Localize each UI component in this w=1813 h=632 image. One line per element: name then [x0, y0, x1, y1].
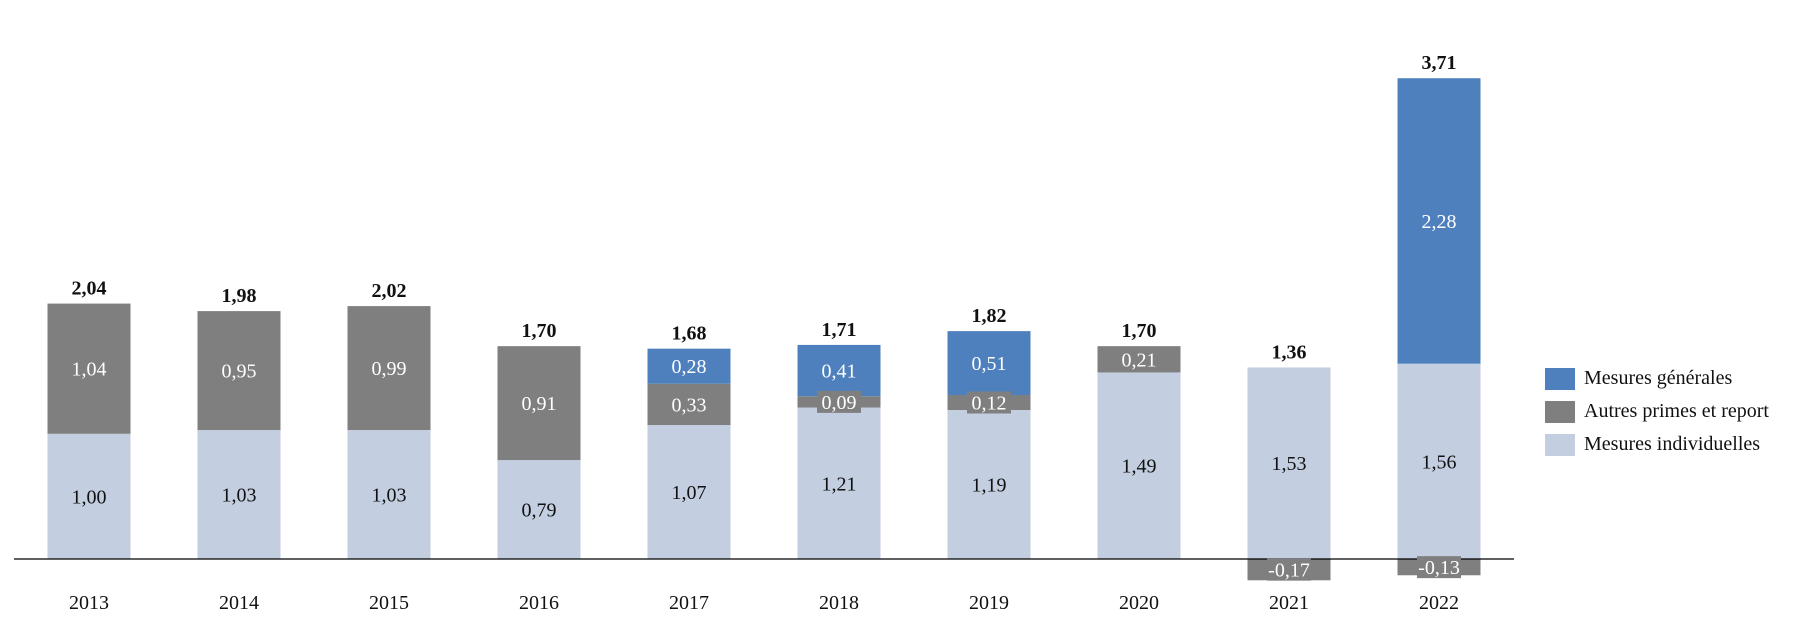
x-tick-label-2019: 2019: [969, 592, 1009, 614]
bar-segment-mesures-individuelles-2013: [47, 433, 131, 559]
legend-item-autres-primes: Autres primes et report: [1545, 395, 1813, 428]
x-tick-label-2014: 2014: [219, 592, 259, 614]
legend-label-mesures-individuelles: Mesures individuelles: [1584, 433, 1761, 455]
segment-label-mesures-individuelles-2016: 0,79: [522, 500, 557, 522]
bar-segment-mesures-individuelles-2020: [1097, 372, 1181, 559]
data-labels-group: 1,00 1,04 2,04 2013 1,03 0,95 1,98 2014 1,03 0,99…: [69, 52, 1461, 614]
segment-label-autres-primes-et-report-2018: 0,09: [822, 392, 857, 414]
total-label-2019: 1,82: [972, 305, 1007, 327]
segment-label-autres-primes-et-report-2021: -0,17: [1268, 560, 1310, 582]
bar-segment-mesures-individuelles-2016: [497, 460, 581, 559]
segment-label-mesures-generales-2022: 2,28: [1422, 211, 1457, 233]
segment-label-mesures-generales-2018: 0,41: [822, 361, 857, 383]
total-label-2022: 3,71: [1422, 52, 1457, 74]
segment-label-mesures-individuelles-2015: 1,03: [372, 485, 407, 507]
total-label-2015: 2,02: [372, 280, 407, 302]
legend-item-mesures-individuelles: Mesures individuelles: [1545, 428, 1813, 461]
x-tick-label-2017: 2017: [669, 592, 709, 614]
legend-swatch-mesures-individuelles: [1545, 433, 1575, 456]
segment-label-mesures-individuelles-2021: 1,53: [1272, 453, 1307, 475]
segment-label-autres-primes-et-report-2019: 0,12: [972, 393, 1007, 415]
x-tick-label-2020: 2020: [1119, 592, 1159, 614]
segment-label-mesures-individuelles-2022: 1,56: [1422, 451, 1457, 473]
total-label-2018: 1,71: [822, 319, 857, 341]
bar-segment-mesures-individuelles-2017: [647, 425, 731, 559]
bar-segment-autres-primes-et-report-2013: [47, 303, 131, 434]
bar-segment-autres-primes-et-report-2015: [347, 306, 431, 431]
bar-segment-mesures-generales-2019: [947, 331, 1031, 395]
x-tick-label-2013: 2013: [69, 592, 109, 614]
label-box-autres-primes-et-report-2019: [967, 391, 1011, 414]
bar-segment-autres-primes-et-report-2016: [497, 346, 581, 461]
segment-label-mesures-individuelles-2017: 1,07: [672, 482, 707, 504]
bar-segment-mesures-individuelles-2019: [947, 410, 1031, 559]
legend-label-autres-primes: Autres primes et report: [1584, 400, 1769, 422]
total-label-2014: 1,98: [222, 285, 257, 307]
legend-swatch-mesures-generales: [1545, 367, 1575, 390]
label-box-autres-primes-et-report-2022: [1417, 556, 1461, 579]
total-label-2017: 1,68: [672, 323, 707, 345]
segment-label-autres-primes-et-report-2017: 0,33: [672, 394, 707, 416]
segment-label-mesures-generales-2019: 0,51: [972, 353, 1007, 375]
segment-label-autres-primes-et-report-2016: 0,91: [522, 393, 557, 415]
x-tick-label-2021: 2021: [1269, 592, 1309, 614]
label-box-autres-primes-et-report-2018: [817, 390, 861, 413]
segment-label-autres-primes-et-report-2013: 1,04: [72, 359, 107, 381]
total-label-2013: 2,04: [72, 278, 107, 300]
bar-segment-mesures-individuelles-2018: [797, 407, 881, 559]
segment-label-mesures-individuelles-2014: 1,03: [222, 485, 257, 507]
segment-label-mesures-individuelles-2019: 1,19: [972, 475, 1007, 497]
x-tick-label-2015: 2015: [369, 592, 409, 614]
bar-segment-autres-primes-et-report-2017: [647, 383, 731, 426]
legend: Mesures générales Autres primes et repor…: [1545, 362, 1813, 461]
segment-label-autres-primes-et-report-2014: 0,95: [222, 361, 257, 383]
segment-label-mesures-individuelles-2018: 1,21: [822, 473, 857, 495]
bar-segment-autres-primes-et-report-2014: [197, 311, 281, 431]
legend-item-mesures-generales: Mesures générales: [1545, 362, 1813, 395]
segment-label-mesures-individuelles-2020: 1,49: [1122, 456, 1157, 478]
bar-segment-mesures-individuelles-2014: [197, 430, 281, 559]
total-label-2016: 1,70: [522, 320, 557, 342]
legend-label-mesures-generales: Mesures générales: [1584, 367, 1733, 389]
segment-label-autres-primes-et-report-2015: 0,99: [372, 358, 407, 380]
bar-segment-mesures-generales-2022: [1397, 78, 1481, 364]
total-label-2020: 1,70: [1122, 320, 1157, 342]
bar-segment-mesures-individuelles-2022: [1397, 363, 1481, 559]
bar-segment-autres-primes-et-report-2020: [1097, 346, 1181, 373]
segment-label-mesures-individuelles-2013: 1,00: [72, 486, 107, 508]
segment-label-mesures-generales-2017: 0,28: [672, 356, 707, 378]
segment-label-autres-primes-et-report-2020: 0,21: [1122, 349, 1157, 371]
total-label-2021: 1,36: [1272, 341, 1307, 363]
x-tick-label-2016: 2016: [519, 592, 559, 614]
legend-swatch-autres-primes: [1545, 400, 1575, 423]
bar-segment-mesures-generales-2017: [647, 348, 731, 384]
bar-segment-mesures-individuelles-2021: [1247, 367, 1331, 559]
label-box-autres-primes-et-report-2021: [1267, 558, 1311, 581]
segment-label-autres-primes-et-report-2022: -0,13: [1418, 557, 1460, 579]
bar-segment-mesures-individuelles-2015: [347, 430, 431, 559]
x-tick-label-2018: 2018: [819, 592, 859, 614]
bar-segment-mesures-generales-2018: [797, 344, 881, 397]
bars-group: [47, 78, 1481, 581]
x-tick-label-2022: 2022: [1419, 592, 1459, 614]
